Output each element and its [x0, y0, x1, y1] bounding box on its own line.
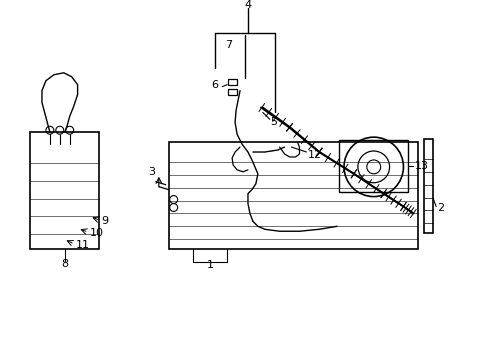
Text: 11: 11 — [76, 240, 89, 250]
Text: 13: 13 — [413, 161, 427, 171]
Text: 1: 1 — [206, 260, 213, 270]
Text: 9: 9 — [101, 216, 108, 226]
Text: 5: 5 — [269, 117, 276, 127]
Bar — [228, 79, 237, 85]
Bar — [338, 140, 407, 192]
Text: 2: 2 — [436, 203, 443, 213]
Text: 3: 3 — [147, 167, 155, 177]
Text: 8: 8 — [61, 259, 68, 269]
Bar — [228, 89, 237, 95]
Text: 6: 6 — [211, 80, 218, 90]
Bar — [168, 142, 417, 249]
Text: 4: 4 — [244, 0, 251, 10]
Text: 7: 7 — [224, 40, 232, 50]
Text: 12: 12 — [307, 150, 321, 160]
Text: 10: 10 — [89, 228, 103, 238]
Bar — [424, 139, 432, 233]
Bar — [30, 132, 99, 249]
